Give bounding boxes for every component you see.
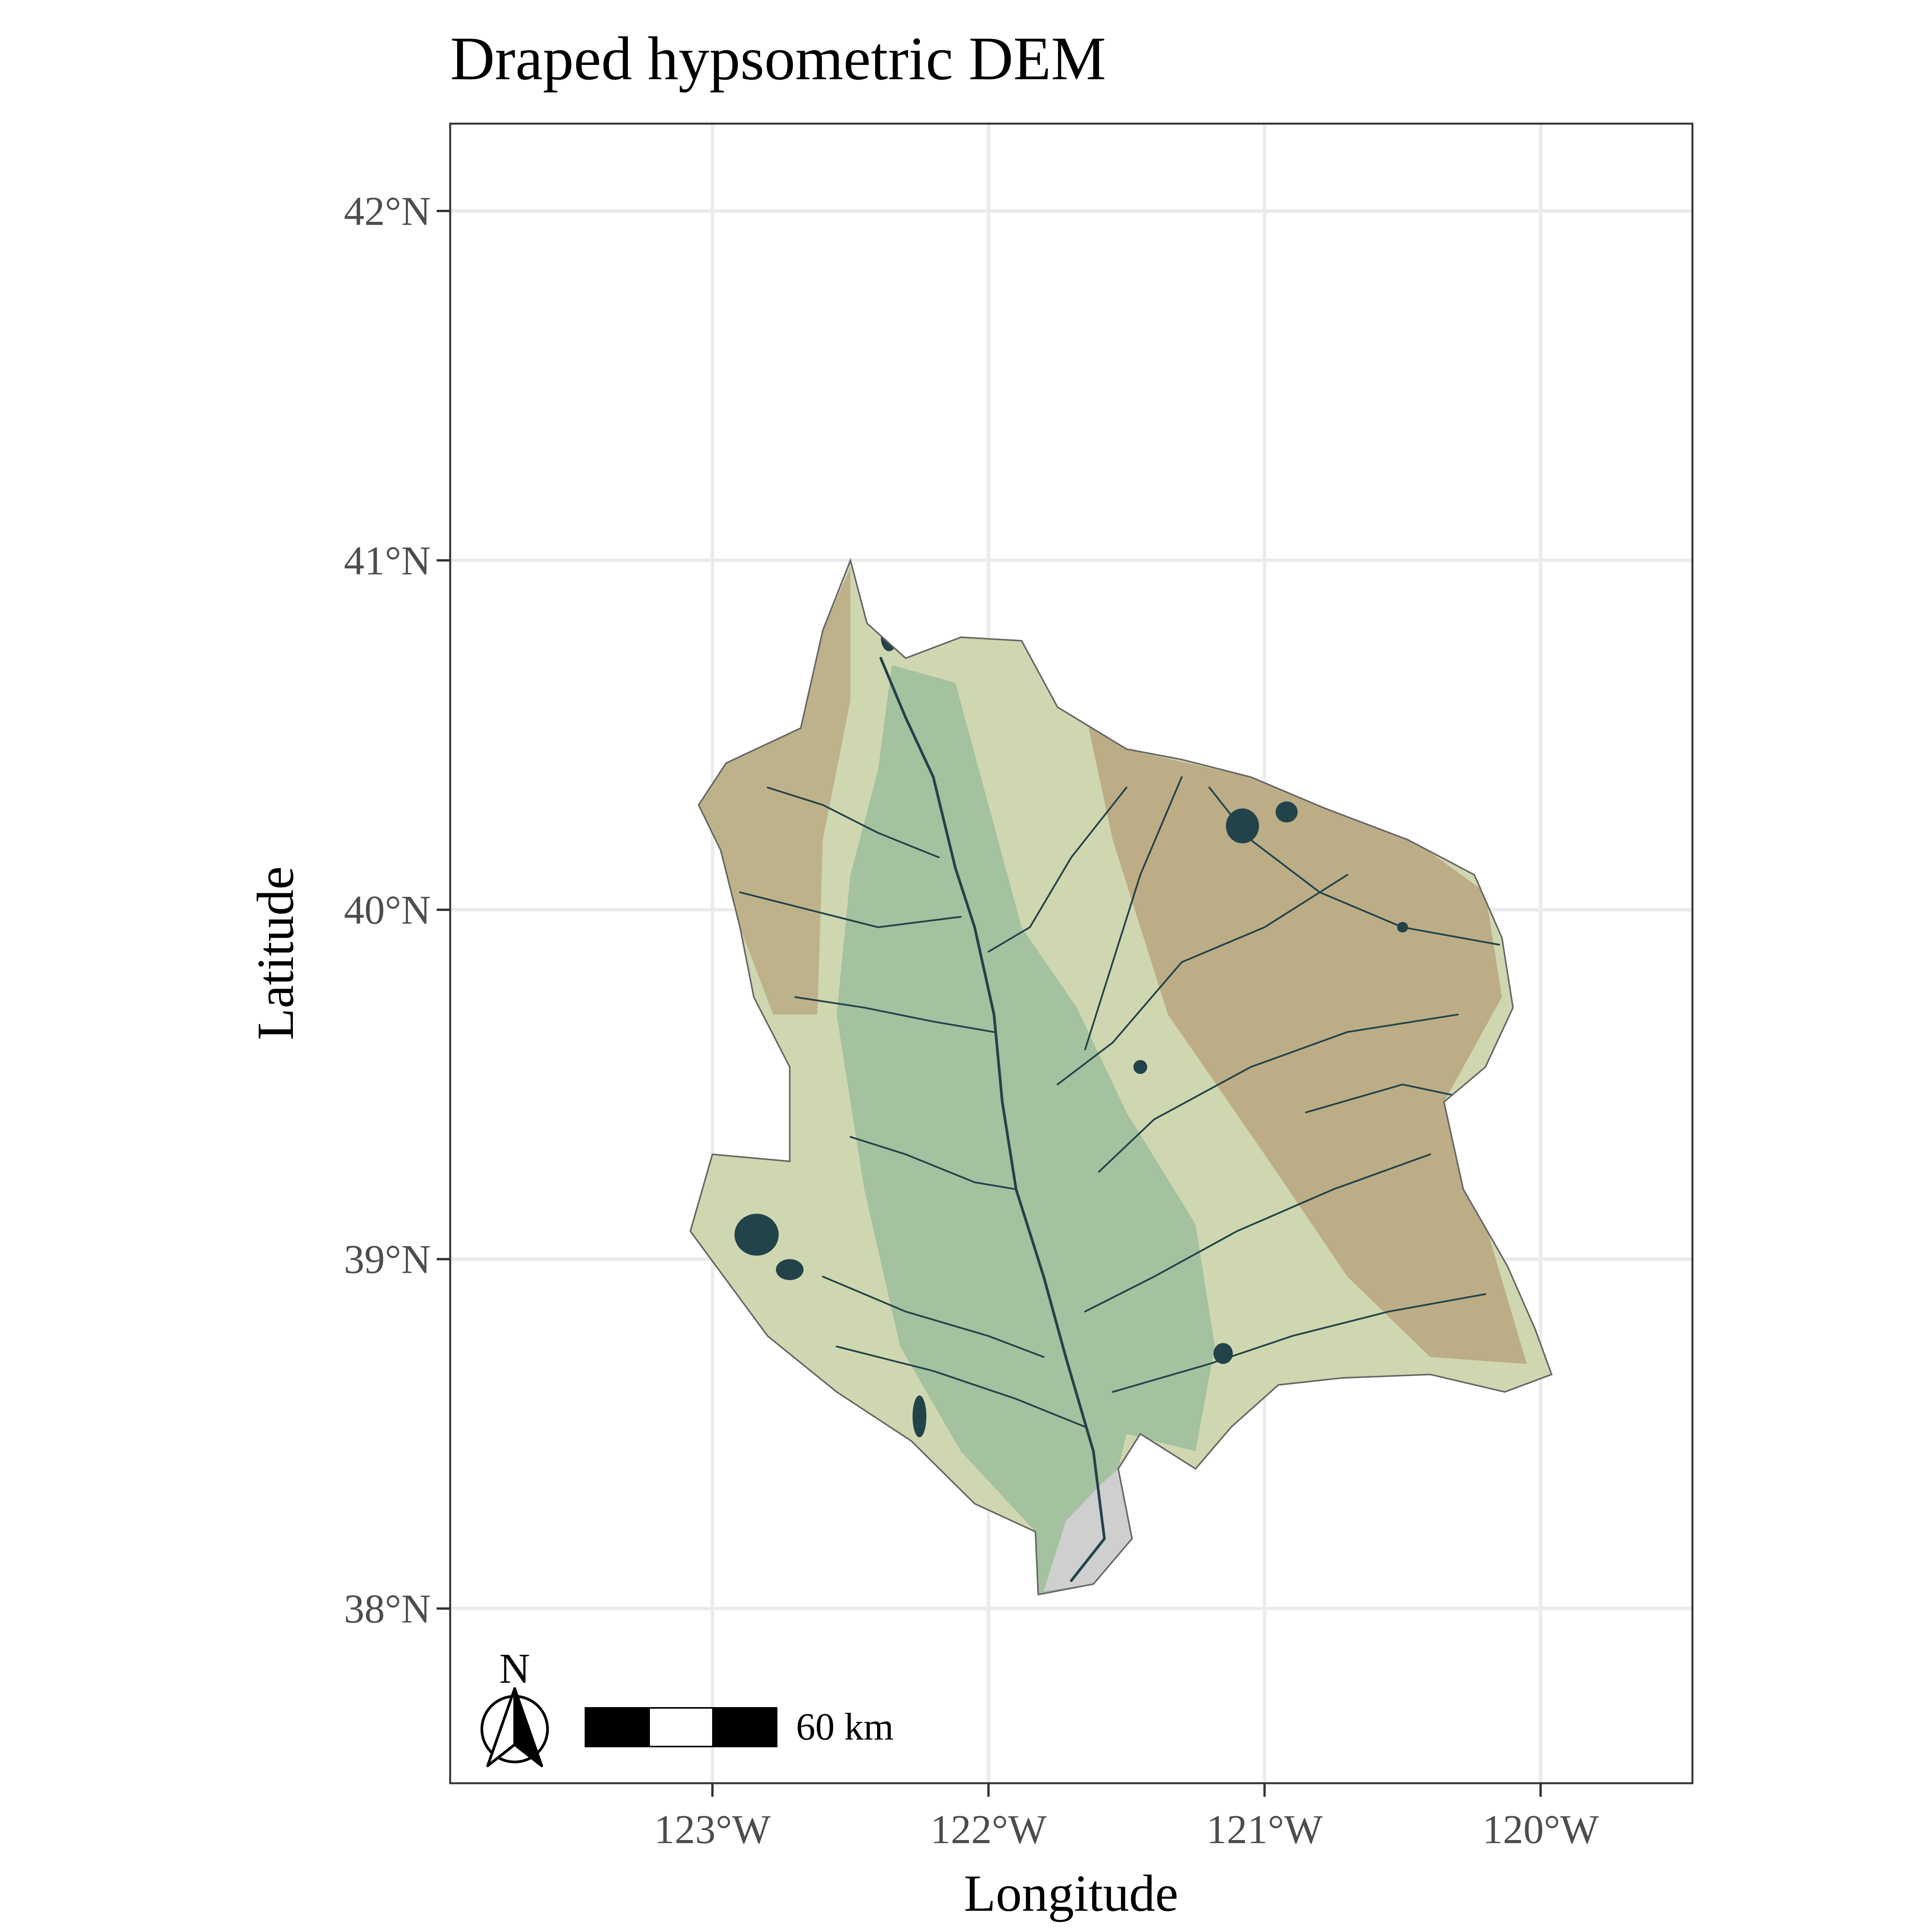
north-arrow-right-half	[513, 1687, 543, 1767]
scale-bar-segment-2	[648, 1707, 714, 1747]
lake-5	[1213, 1343, 1233, 1364]
basin-outline	[689, 558, 1553, 1596]
scale-bar: 60 km	[585, 1705, 894, 1748]
y-tick-label-3: 41°N	[344, 538, 431, 583]
x-axis-title: Longitude	[964, 1865, 1179, 1922]
river-basin	[689, 558, 1553, 1596]
y-tick-label-0: 38°N	[344, 1586, 431, 1631]
tributary-7	[1056, 874, 1349, 1085]
y-axis: 38°N 39°N 40°N 41°N 42°N	[344, 189, 450, 1631]
lake-1	[776, 1259, 804, 1280]
y-tick-label-4: 42°N	[344, 189, 431, 234]
lake-4	[1276, 801, 1298, 823]
basin-terrain-east-high	[1071, 648, 1527, 1364]
tributary-2	[794, 996, 995, 1033]
scale-bar-segment-3	[712, 1707, 777, 1747]
tributary-4	[822, 1276, 1045, 1358]
map-title: Draped hypsometric DEM	[450, 24, 1106, 93]
lake-0	[734, 1214, 779, 1256]
lake-8	[1397, 922, 1408, 933]
tributary-10	[1112, 1293, 1486, 1393]
scale-bar-label: 60 km	[796, 1705, 894, 1748]
x-tick-label-1: 122°W	[930, 1807, 1046, 1852]
y-tick-label-2: 40°N	[344, 887, 431, 932]
lake-7	[1133, 1060, 1147, 1074]
y-tick-label-1: 39°N	[344, 1237, 431, 1282]
tributary-9	[1084, 1153, 1431, 1313]
river-network	[739, 656, 1500, 1582]
x-tick-label-3: 120°W	[1482, 1807, 1599, 1852]
tributary-0	[767, 786, 940, 859]
x-tick-label-2: 121°W	[1206, 1807, 1323, 1852]
basin-delta	[1044, 1469, 1132, 1591]
north-arrow-label: N	[499, 1645, 530, 1692]
tributary-13	[1084, 776, 1183, 1051]
main-river	[879, 656, 1106, 1582]
scale-bar-segment-1	[585, 1707, 650, 1747]
tributary-5	[835, 1345, 1086, 1428]
x-tick-label-0: 123°W	[654, 1807, 770, 1852]
x-axis: 123°W 122°W 121°W 120°W	[654, 1783, 1599, 1852]
tributary-1	[739, 891, 962, 928]
panel-border	[449, 122, 1694, 1784]
basin-terrain-lowland	[837, 665, 1215, 1595]
tributary-8	[1098, 1014, 1459, 1173]
lake-3	[1226, 808, 1259, 844]
tributary-3	[849, 1136, 1017, 1190]
y-axis-title: Latitude	[247, 866, 304, 1040]
north-arrow: N	[480, 1645, 549, 1767]
tributary-6	[987, 786, 1128, 953]
lake-2	[912, 1395, 927, 1437]
